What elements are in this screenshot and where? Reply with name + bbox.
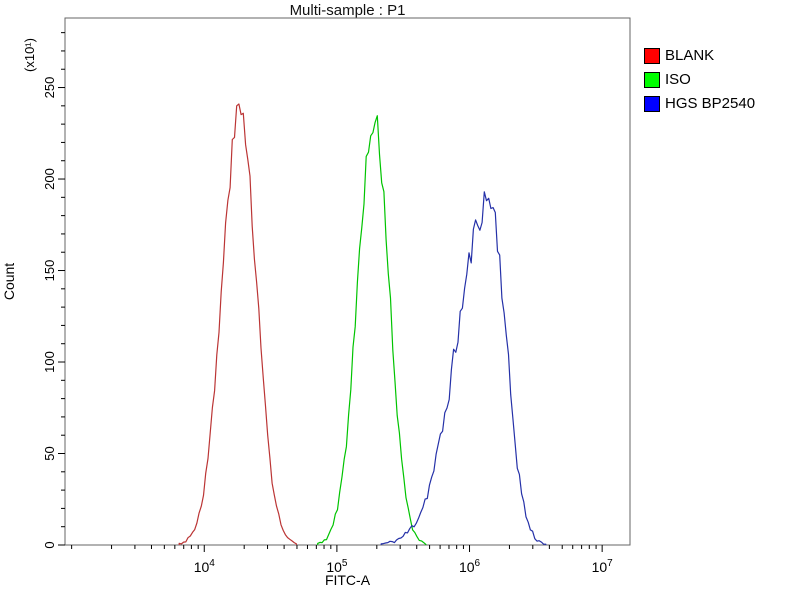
y-tick-label: 0 (42, 541, 57, 548)
y-tick-label: 200 (42, 168, 57, 190)
legend-label: BLANK (665, 47, 715, 64)
y-tick-label: 150 (42, 260, 57, 282)
x-tick-label: 107 (592, 558, 614, 575)
legend-item-blank: BLANK (644, 47, 755, 64)
legend-swatch-icon (644, 71, 660, 88)
curve-hgs-bp2540 (380, 191, 547, 545)
x-tick-label: 106 (459, 558, 481, 575)
legend: BLANK ISO HGS BP2540 (644, 47, 755, 112)
curve-iso (317, 115, 427, 546)
legend-swatch-icon (644, 95, 660, 112)
legend-label: ISO (665, 71, 691, 88)
curve-blank (178, 103, 297, 545)
chart-title: Multi-sample : P1 (289, 2, 406, 19)
legend-item-hgs-bp2540: HGS BP2540 (644, 95, 755, 112)
y-tick-label: 50 (42, 446, 57, 460)
y-axis-multiplier-label: (x10¹) (22, 38, 37, 72)
y-tick-label: 100 (42, 351, 57, 373)
x-tick-label: 104 (194, 558, 216, 575)
legend-swatch-icon (644, 47, 660, 64)
x-axis-label: FITC-A (325, 572, 371, 588)
legend-item-iso: ISO (644, 71, 755, 88)
y-axis-label: Count (1, 263, 17, 300)
plot-border (64, 17, 631, 546)
legend-label: HGS BP2540 (665, 95, 756, 112)
y-tick-label: 250 (42, 77, 57, 99)
